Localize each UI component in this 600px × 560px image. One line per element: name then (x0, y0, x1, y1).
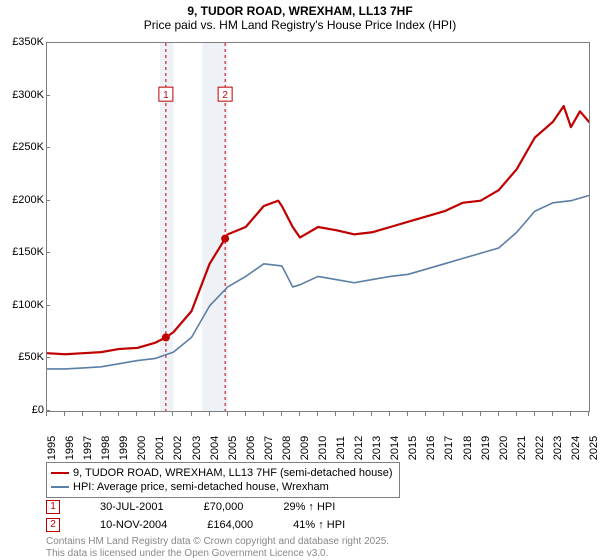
x-tick-label: 2017 (443, 436, 455, 460)
x-tick-label: 2013 (371, 436, 383, 460)
x-tick-label: 1997 (82, 436, 94, 460)
sale-row: 2 10-NOV-2004 £164,000 41% ↑ HPI (46, 518, 345, 532)
x-tick-label: 2005 (227, 436, 239, 460)
sale-marker-icon: 1 (46, 500, 60, 514)
x-tick-label: 2024 (570, 436, 582, 460)
legend-item: HPI: Average price, semi-detached house,… (51, 480, 393, 494)
title-line1: 9, TUDOR ROAD, WREXHAM, LL13 7HF (0, 4, 600, 18)
x-tick-label: 2007 (263, 436, 275, 460)
x-tick-label: 2021 (516, 436, 528, 460)
x-tick-label: 2000 (136, 436, 148, 460)
x-tick-label: 1999 (118, 436, 130, 460)
x-tick-label: 1995 (46, 436, 58, 460)
x-tick-label: 2014 (389, 436, 401, 460)
svg-text:1: 1 (163, 90, 169, 101)
y-tick-label: £300K (12, 89, 44, 101)
sale-marker-icon: 2 (46, 518, 60, 532)
x-tick-label: 2008 (281, 436, 293, 460)
x-tick-label: 2020 (498, 436, 510, 460)
chart-plot-area: 12 (46, 42, 590, 412)
sale-price: £164,000 (207, 519, 253, 531)
x-tick-label: 2003 (191, 436, 203, 460)
title-line2: Price paid vs. HM Land Registry's House … (0, 18, 600, 32)
x-tick-label: 1998 (100, 436, 112, 460)
legend-label: HPI: Average price, semi-detached house,… (73, 480, 329, 494)
sale-price: £70,000 (204, 501, 244, 513)
legend-label: 9, TUDOR ROAD, WREXHAM, LL13 7HF (semi-d… (73, 466, 393, 480)
x-tick-label: 2023 (552, 436, 564, 460)
x-tick-label: 1996 (64, 436, 76, 460)
chart-container: 9, TUDOR ROAD, WREXHAM, LL13 7HF Price p… (0, 0, 600, 560)
sale-row: 1 30-JUL-2001 £70,000 29% ↑ HPI (46, 500, 335, 514)
x-tick-label: 2002 (172, 436, 184, 460)
x-tick-label: 2006 (245, 436, 257, 460)
x-tick-label: 2025 (588, 436, 600, 460)
x-tick-label: 2019 (480, 436, 492, 460)
x-tick-label: 2018 (462, 436, 474, 460)
y-tick-label: £50K (18, 351, 44, 363)
x-tick-label: 2009 (299, 436, 311, 460)
x-tick-label: 2010 (317, 436, 329, 460)
svg-text:2: 2 (222, 90, 228, 101)
x-tick-label: 2012 (353, 436, 365, 460)
attribution: Contains HM Land Registry data © Crown c… (46, 536, 389, 560)
sale-date: 10-NOV-2004 (100, 519, 167, 531)
y-tick-label: £0 (32, 404, 44, 416)
chart-svg: 12 (47, 43, 589, 411)
y-tick-label: £100K (12, 299, 44, 311)
legend-swatch (51, 472, 69, 474)
x-tick-label: 2004 (209, 436, 221, 460)
x-tick-label: 2015 (407, 436, 419, 460)
legend-swatch (51, 486, 69, 488)
y-tick-label: £350K (12, 36, 44, 48)
x-tick-label: 2016 (425, 436, 437, 460)
sale-delta: 29% ↑ HPI (283, 501, 335, 513)
title-block: 9, TUDOR ROAD, WREXHAM, LL13 7HF Price p… (0, 0, 600, 32)
x-tick-label: 2011 (335, 436, 347, 460)
legend-item: 9, TUDOR ROAD, WREXHAM, LL13 7HF (semi-d… (51, 466, 393, 480)
x-tick-label: 2001 (154, 436, 166, 460)
sale-delta: 41% ↑ HPI (293, 519, 345, 531)
y-tick-label: £200K (12, 194, 44, 206)
x-tick-label: 2022 (534, 436, 546, 460)
y-tick-label: £250K (12, 141, 44, 153)
y-tick-label: £150K (12, 246, 44, 258)
legend: 9, TUDOR ROAD, WREXHAM, LL13 7HF (semi-d… (46, 462, 400, 498)
sale-date: 30-JUL-2001 (100, 501, 164, 513)
